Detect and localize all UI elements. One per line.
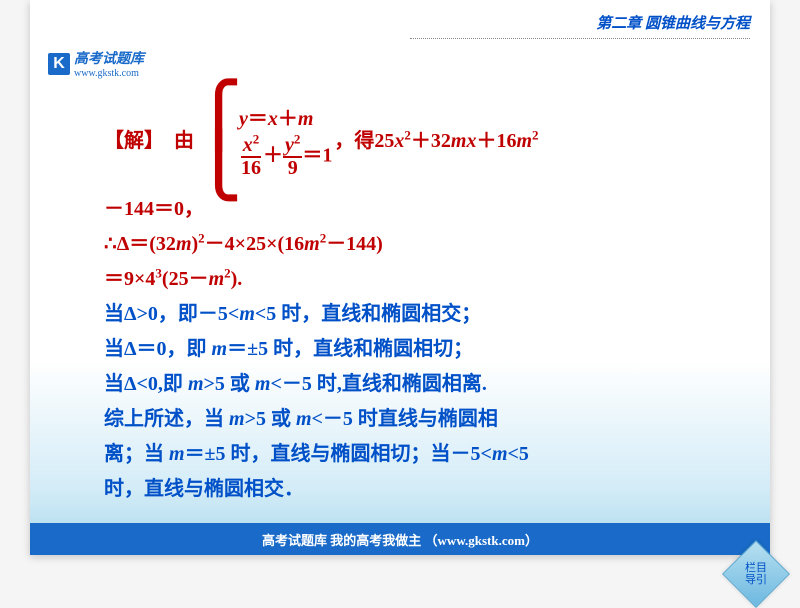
header-divider xyxy=(410,38,750,39)
logo: K 高考试题库 www.gkstk.com xyxy=(48,48,144,79)
solution-line-8: 综上所述，当 m>5 或 m<－5 时直线与椭圆相 xyxy=(104,402,730,437)
text-you: 由 xyxy=(164,124,194,159)
equation-system: ⎧⎩ y＝x＋m x216＋y29＝1 xyxy=(196,90,332,192)
solution-line-7: 当Δ<0,即 m>5 或 m<－5 时,直线和椭圆相离. xyxy=(104,367,730,402)
logo-cn: 高考试题库 xyxy=(74,48,144,68)
header: 第二章 圆锥曲线与方程 xyxy=(30,0,770,42)
footer-text: 高考试题库 我的高考我做主 （www.gkstk.com） xyxy=(262,530,538,549)
text-de: ，得 xyxy=(334,124,374,159)
brace-icon: ⎧⎩ xyxy=(196,90,241,192)
footer-bar: 高考试题库 我的高考我做主 （www.gkstk.com） xyxy=(30,523,770,555)
solution-line-1: 【解】 由 ⎧⎩ y＝x＋m x216＋y29＝1 ，得 25x2＋32mx＋1… xyxy=(104,90,730,192)
solution-line-10: 时，直线与椭圆相交． xyxy=(104,472,730,507)
logo-icon: K xyxy=(48,53,70,75)
slide-page: 第二章 圆锥曲线与方程 K 高考试题库 www.gkstk.com 【解】 由 … xyxy=(30,0,770,555)
solution-line-6: 当Δ＝0，即 m＝±5 时，直线和椭圆相切； xyxy=(104,332,730,367)
solution-line-4: ＝9×43(25－m2). xyxy=(104,262,730,297)
logo-url: www.gkstk.com xyxy=(74,68,144,79)
solution-line-2: －144＝0， xyxy=(104,192,730,227)
nav-label: 栏目 导引 xyxy=(732,550,780,598)
logo-text: 高考试题库 www.gkstk.com xyxy=(74,48,144,79)
chapter-title: 第二章 圆锥曲线与方程 xyxy=(596,12,750,33)
nav-badge[interactable]: 栏目 导引 xyxy=(732,550,780,598)
solution-line-9: 离；当 m＝±5 时，直线与椭圆相切；当－5<m<5 xyxy=(104,437,730,472)
solution-label: 【解】 xyxy=(104,124,164,159)
content-body: 【解】 由 ⎧⎩ y＝x＋m x216＋y29＝1 ，得 25x2＋32mx＋1… xyxy=(30,42,770,507)
solution-line-3: ∴Δ＝(32m)2－4×25×(16m2－144) xyxy=(104,227,730,262)
solution-line-5: 当Δ>0，即－5<m<5 时，直线和椭圆相交； xyxy=(104,297,730,332)
